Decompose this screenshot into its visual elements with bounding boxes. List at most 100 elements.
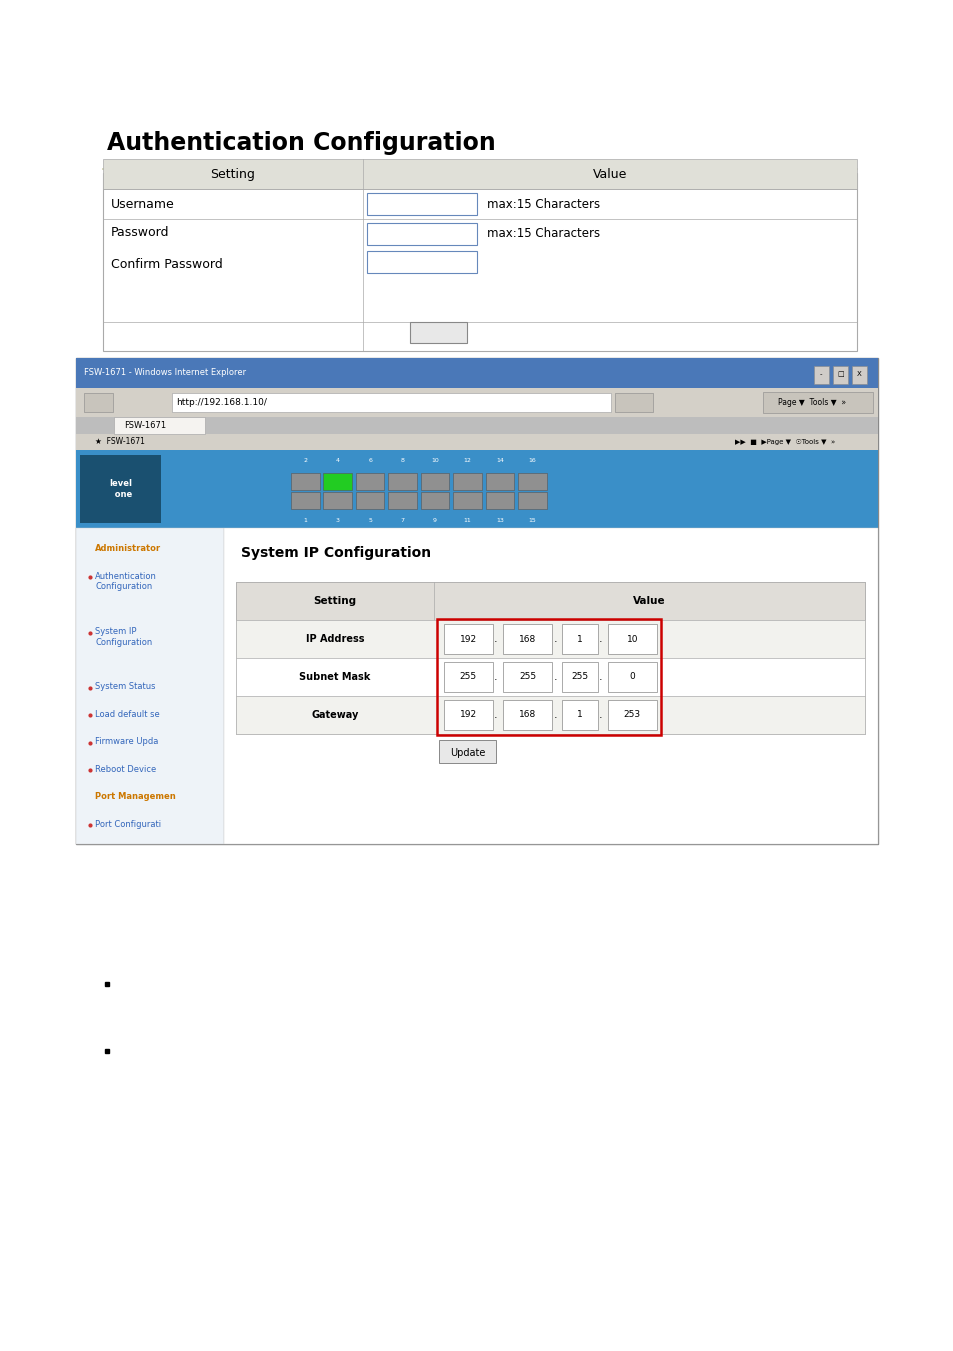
Bar (502, 624, 552, 654)
Bar (235, 582, 864, 620)
Text: 10: 10 (431, 458, 438, 463)
Bar (851, 366, 866, 384)
Bar (436, 619, 660, 735)
Bar (561, 624, 598, 654)
Text: -: - (820, 372, 821, 377)
Text: ★  FSW-1671: ★ FSW-1671 (95, 438, 145, 446)
Text: http://192.168.1.10/: http://192.168.1.10/ (176, 399, 267, 407)
Text: Password: Password (111, 226, 169, 239)
Bar (443, 700, 493, 730)
Bar (114, 417, 205, 434)
Bar (291, 492, 319, 509)
Text: 5: 5 (368, 517, 372, 523)
Bar (80, 455, 161, 523)
Bar (76, 358, 877, 844)
Text: 1: 1 (303, 517, 307, 523)
Text: 4: 4 (335, 458, 339, 463)
Text: 1: 1 (577, 711, 582, 719)
Bar (388, 492, 416, 509)
Bar (76, 528, 224, 844)
Text: level
  one: level one (109, 480, 132, 499)
Text: ●●●●●: ●●●●● (371, 257, 414, 267)
Text: Port Configurati: Port Configurati (95, 820, 161, 830)
Text: .: . (598, 709, 602, 720)
Text: Load default se: Load default se (95, 709, 160, 719)
Bar (84, 393, 112, 412)
Text: ●●●●●: ●●●●● (371, 228, 414, 239)
Bar (323, 473, 352, 490)
Text: X: X (857, 372, 861, 377)
Bar (355, 492, 384, 509)
Text: 7: 7 (400, 517, 404, 523)
Bar (762, 392, 872, 413)
Bar (485, 492, 514, 509)
Text: 16: 16 (528, 458, 536, 463)
Text: .: . (553, 634, 557, 644)
Bar (453, 492, 481, 509)
Text: Setting: Setting (313, 596, 356, 607)
Bar (443, 624, 493, 654)
Bar (607, 700, 657, 730)
Bar (607, 662, 657, 692)
Bar (443, 662, 493, 692)
Text: .: . (598, 671, 602, 682)
Text: 9: 9 (433, 517, 436, 523)
Bar (367, 223, 476, 245)
Text: Setting: Setting (210, 168, 255, 181)
Text: Port Managemen: Port Managemen (95, 793, 176, 801)
Text: □: □ (837, 372, 842, 377)
Text: 255: 255 (571, 673, 588, 681)
Bar (76, 417, 877, 434)
Bar (502, 662, 552, 692)
Bar (235, 658, 864, 696)
Bar (615, 393, 653, 412)
Bar (388, 473, 416, 490)
Bar (420, 492, 449, 509)
Bar (355, 473, 384, 490)
Bar (517, 473, 546, 490)
Bar (561, 700, 598, 730)
Bar (367, 251, 476, 273)
Text: .: . (494, 709, 497, 720)
Text: 2: 2 (303, 458, 307, 463)
Text: Authentication
Configuration: Authentication Configuration (95, 571, 157, 592)
Text: System IP Configuration: System IP Configuration (241, 546, 431, 559)
Text: 13: 13 (496, 517, 503, 523)
Bar (813, 366, 828, 384)
Text: 1: 1 (577, 635, 582, 643)
Text: Page ▼  Tools ▼  »: Page ▼ Tools ▼ » (777, 399, 844, 407)
Text: 15: 15 (528, 517, 536, 523)
Text: FSW-1671 - Windows Internet Explorer: FSW-1671 - Windows Internet Explorer (84, 369, 246, 377)
Text: .: . (553, 709, 557, 720)
Text: 255: 255 (518, 673, 536, 681)
Bar (502, 700, 552, 730)
Text: Username: Username (111, 197, 174, 211)
Text: System IP
Configuration: System IP Configuration (95, 627, 152, 647)
Bar (103, 173, 856, 351)
Text: Authentication Configuration: Authentication Configuration (107, 131, 495, 155)
Text: Subnet Mask: Subnet Mask (299, 671, 370, 682)
Bar (76, 450, 877, 528)
Text: 6: 6 (368, 458, 372, 463)
Text: 253: 253 (623, 711, 640, 719)
Text: Firmware Upda: Firmware Upda (95, 738, 158, 746)
Text: Administrator: Administrator (95, 544, 161, 554)
Text: Update: Update (418, 327, 458, 338)
Bar (235, 620, 864, 658)
Text: Confirm Password: Confirm Password (111, 258, 222, 272)
Bar (607, 624, 657, 654)
Text: FSW-1671: FSW-1671 (124, 422, 166, 430)
Text: Gateway: Gateway (311, 709, 358, 720)
Bar (517, 492, 546, 509)
Bar (172, 393, 610, 412)
Text: 12: 12 (463, 458, 471, 463)
Bar (832, 366, 847, 384)
Bar (561, 662, 598, 692)
Text: 255: 255 (459, 673, 476, 681)
Bar (291, 473, 319, 490)
Text: Update: Update (449, 747, 484, 758)
Text: 14: 14 (496, 458, 503, 463)
Text: 192: 192 (459, 711, 476, 719)
Bar (323, 492, 352, 509)
Text: Value: Value (593, 168, 627, 181)
